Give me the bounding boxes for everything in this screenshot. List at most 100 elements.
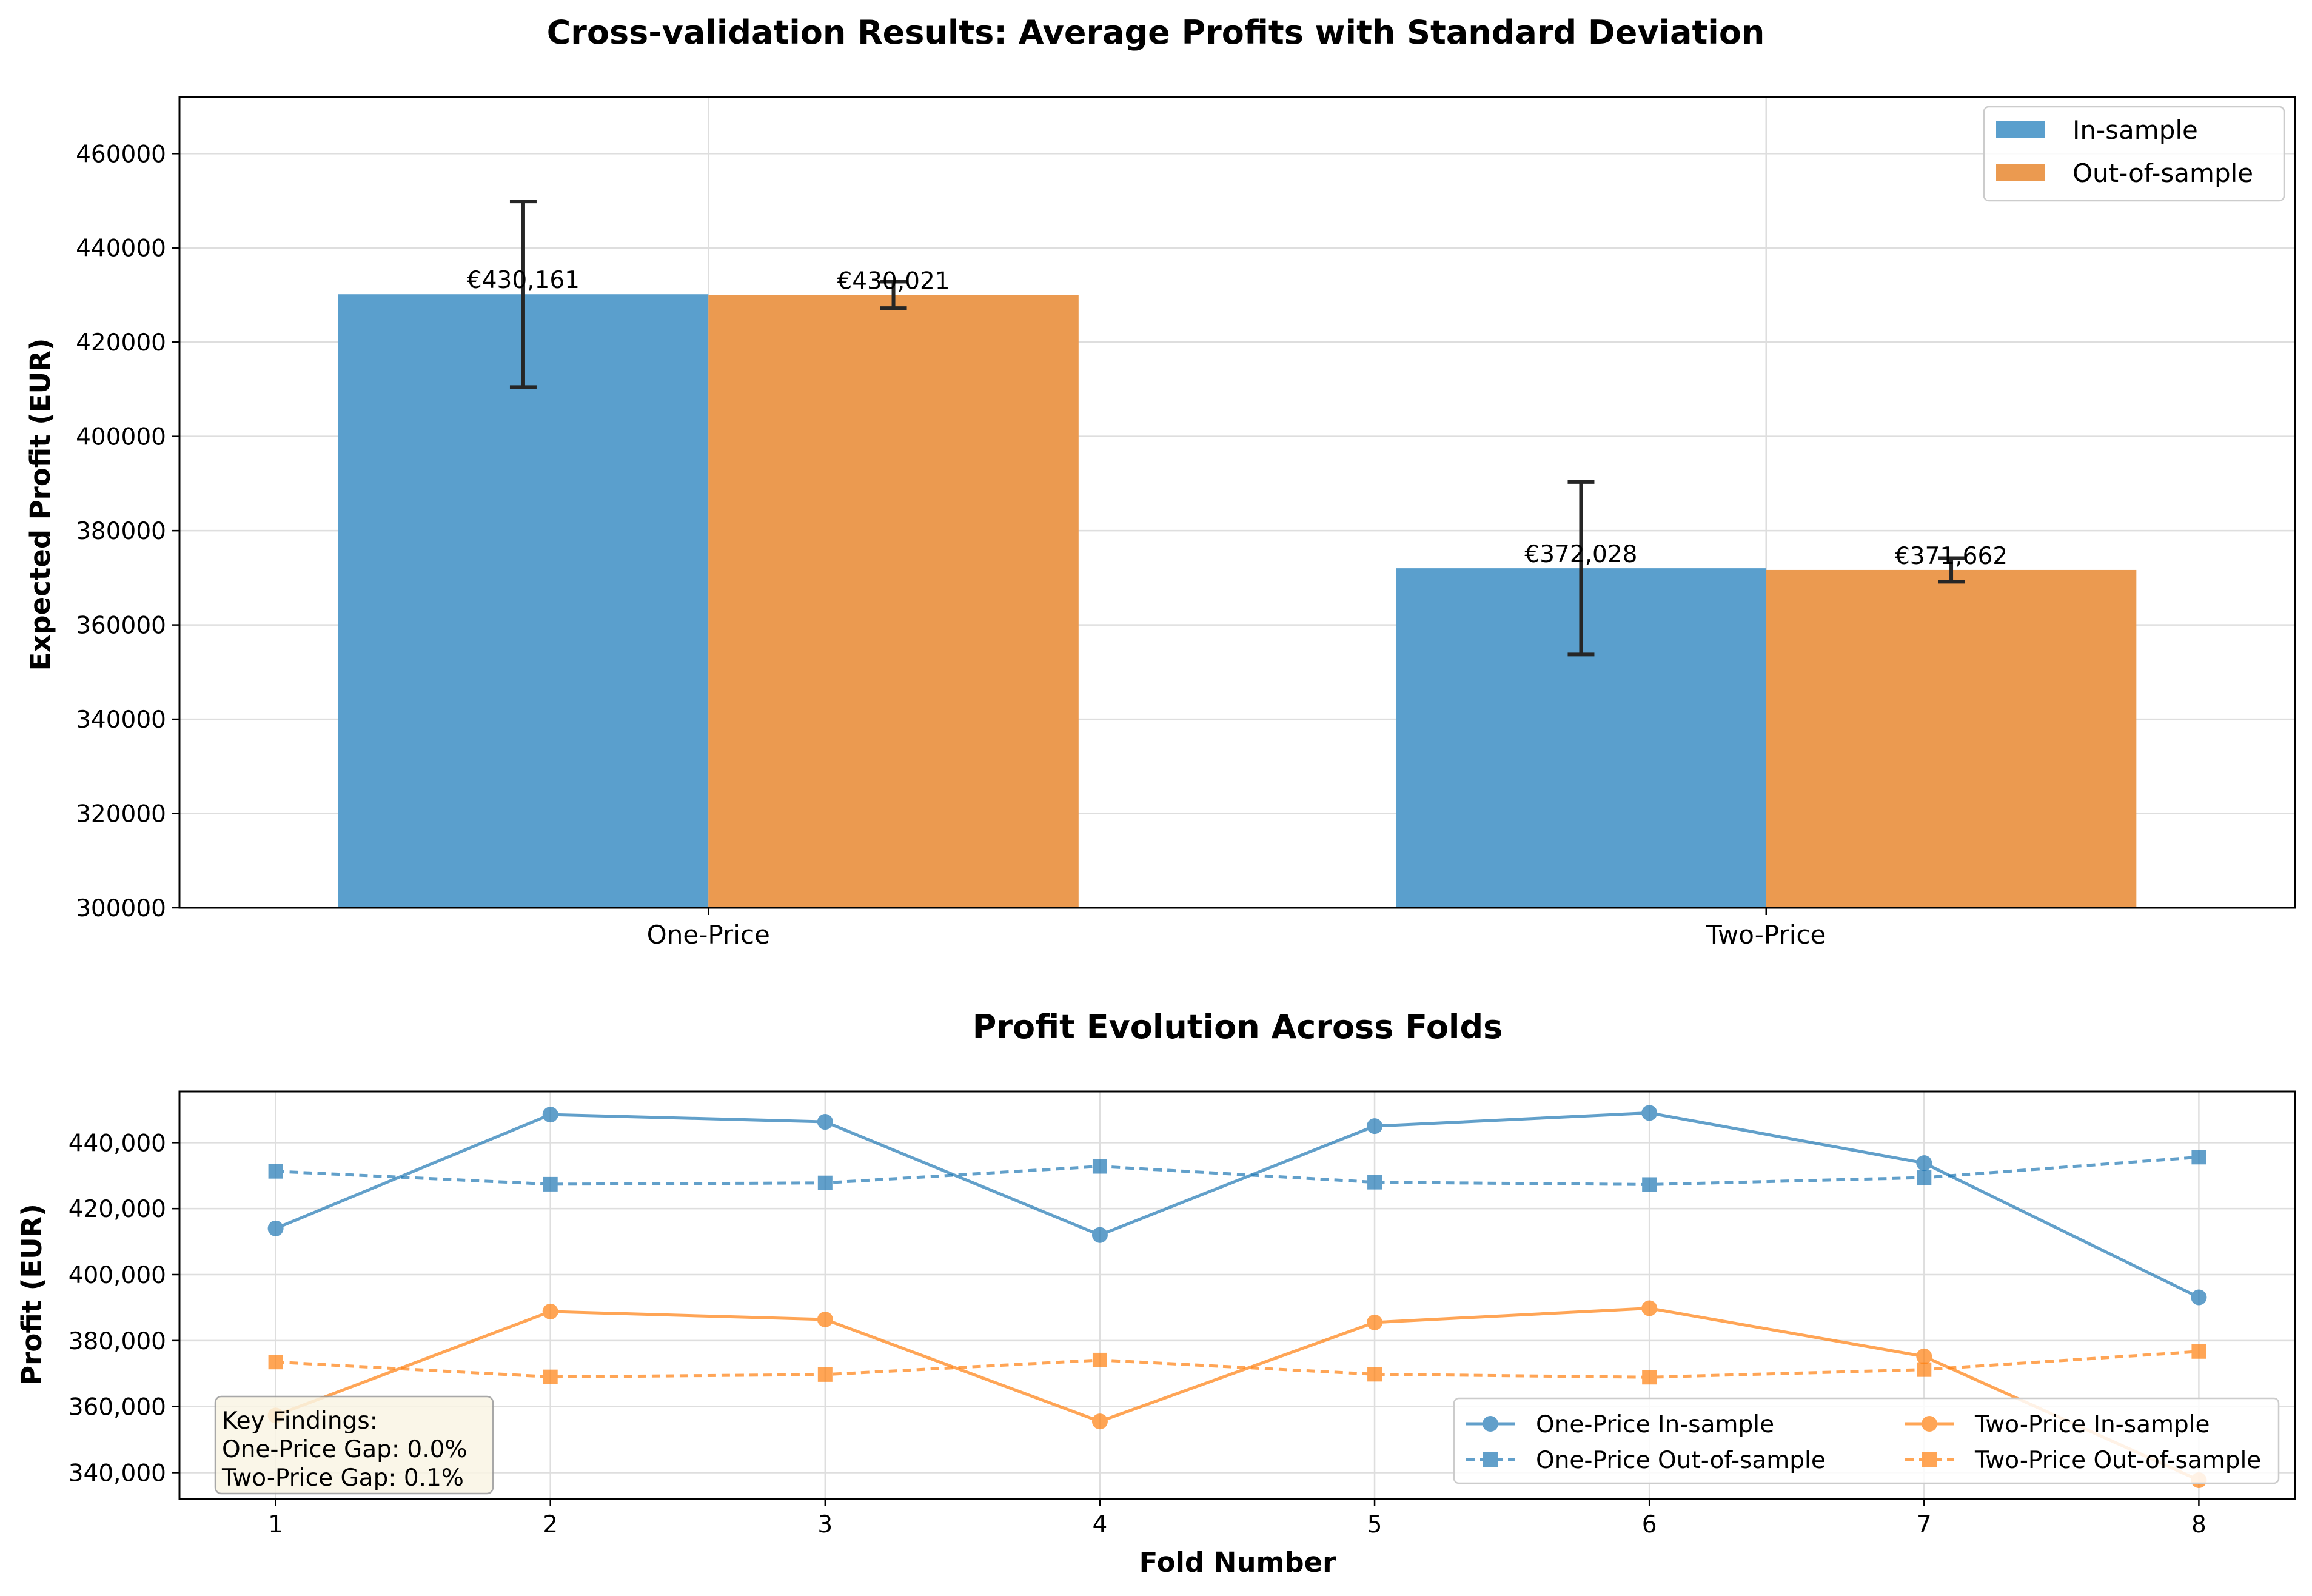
bar-chart-legend: In-sample Out-of-sample	[1983, 106, 2285, 202]
series-line-two-price-in-sample	[275, 1306, 2200, 1482]
data-point	[817, 1114, 833, 1130]
data-point	[1367, 1175, 1382, 1190]
data-point	[1367, 1367, 1382, 1382]
y-tick-label: 420,000	[69, 1196, 166, 1223]
key-findings-frame	[214, 1395, 494, 1495]
x-tick-label-one-price: One-Price	[647, 920, 770, 950]
data-point	[1092, 1352, 1107, 1367]
bar-chart-plot-frame	[178, 96, 2296, 909]
line-chart-series	[267, 1105, 2207, 1488]
data-point	[268, 1355, 283, 1370]
data-point	[2191, 1150, 2206, 1165]
data-point	[1642, 1177, 1657, 1192]
data-point	[1917, 1170, 1932, 1185]
x-tick-label: 2	[543, 1511, 558, 1538]
legend-label-one-price-in-sample: One-Price In-sample	[1536, 1411, 1774, 1438]
y-tick-label: 340,000	[69, 1460, 166, 1487]
legend-frame	[1453, 1397, 2280, 1484]
data-point	[268, 1164, 283, 1179]
legend-label-out-of-sample: Out-of-sample	[2072, 158, 2253, 188]
line-chart-x-axis-label: Fold Number	[1139, 1546, 1336, 1578]
data-point	[1916, 1348, 1932, 1364]
y-tick-label: 440000	[76, 235, 166, 263]
legend-key-two-price-in-sample	[1905, 1416, 1954, 1432]
series-line-two-price-out-of-sample	[275, 1350, 2199, 1379]
x-tick-label: 5	[1367, 1511, 1382, 1538]
bar-chart-errorbars	[509, 200, 1965, 657]
bar-chart-data-labels: €430,161 €372,028 €430,021 €371,662	[467, 267, 2008, 570]
data-point	[542, 1303, 558, 1319]
data-point	[543, 1369, 558, 1384]
legend-key-marker	[1483, 1452, 1498, 1467]
line-chart-x-axis: 1 2 3 4 5 6 7 8	[268, 1499, 2206, 1538]
y-tick-label: 420000	[76, 329, 166, 357]
data-point	[817, 1175, 833, 1190]
data-point	[2191, 1344, 2206, 1359]
legend-key-marker	[1922, 1416, 1937, 1432]
data-point	[1367, 1118, 1383, 1135]
series-two-price-out-of-sample	[268, 1344, 2206, 1385]
line-chart-legend-keys	[1466, 1416, 1954, 1467]
errorbar-out-of-sample-two-price	[1938, 556, 1965, 584]
line-chart-y-axis: 340,000 360,000 380,000 400,000 420,000 440,0…	[69, 1130, 179, 1487]
bar-out-of-sample-two-price	[1766, 569, 2137, 908]
data-label-out-of-sample-one-price: €430,021	[837, 267, 950, 295]
bar-chart-x-axis: One-Price Two-Price	[647, 908, 1826, 950]
y-tick-label: 460000	[76, 141, 166, 168]
legend-key-two-price-out-of-sample	[1905, 1452, 1954, 1467]
y-tick-label: 380,000	[69, 1328, 166, 1355]
bar-chart: €430,161€372,028€430,021€371,662 3000003…	[24, 13, 2296, 950]
legend-label-two-price-out-of-sample: Two-Price Out-of-sample	[1974, 1447, 2261, 1474]
data-point	[1642, 1370, 1657, 1385]
x-tick-label: 7	[1917, 1511, 1932, 1538]
line-chart-y-axis-label: Profit (EUR)	[16, 1204, 48, 1386]
x-tick-label-two-price: Two-Price	[1706, 920, 1826, 950]
x-tick-label: 4	[1093, 1511, 1108, 1538]
key-findings-heading: Key Findings:	[222, 1407, 378, 1435]
line-chart-legend: One-Price In-sample One-Price Out-of-sam…	[1453, 1397, 2280, 1484]
y-tick-label: 380000	[76, 518, 166, 545]
legend-label-in-sample: In-sample	[2072, 115, 2198, 145]
legend-label-two-price-in-sample: Two-Price In-sample	[1974, 1411, 2210, 1438]
data-label-in-sample-one-price: €430,161	[467, 267, 580, 294]
line-chart-plot-frame	[178, 1090, 2296, 1500]
bar-in-sample-one-price	[338, 294, 709, 908]
key-findings-two-price-gap: Two-Price Gap: 0.1%	[221, 1464, 464, 1492]
key-findings-box: Key Findings: One-Price Gap: 0.0% Two-Pr…	[214, 1395, 494, 1495]
x-tick-label: 8	[2191, 1511, 2206, 1538]
legend-key-marker	[1922, 1452, 1937, 1467]
data-point	[2191, 1289, 2207, 1306]
data-point	[817, 1311, 833, 1327]
data-label-out-of-sample-two-price: €371,662	[1895, 543, 2008, 570]
legend-key-one-price-out-of-sample	[1466, 1452, 1515, 1467]
data-point	[542, 1107, 558, 1123]
data-point	[1091, 1413, 1108, 1430]
x-tick-label: 6	[1642, 1511, 1657, 1538]
x-tick-label: 3	[817, 1511, 833, 1538]
series-line-one-price-in-sample	[275, 1111, 2200, 1299]
y-tick-label: 400000	[76, 424, 166, 451]
legend-swatch-in-sample	[1996, 121, 2045, 138]
series-one-price-in-sample	[267, 1105, 2207, 1306]
x-tick-label: 1	[268, 1511, 283, 1538]
legend-frame	[1983, 106, 2285, 202]
legend-label-one-price-out-of-sample: One-Price Out-of-sample	[1536, 1447, 1826, 1474]
series-line-one-price-out-of-sample	[275, 1155, 2199, 1186]
errorbar-in-sample-two-price	[1567, 480, 1595, 657]
bar-chart-y-axis: 300000 320000 340000 360000 380000 400000 4200…	[76, 141, 179, 922]
data-point	[817, 1367, 833, 1382]
data-point	[1916, 1155, 1932, 1172]
bar-chart-title: Cross-validation Results: Average Profit…	[547, 13, 1765, 52]
data-point	[1091, 1227, 1108, 1243]
data-point	[1641, 1300, 1658, 1316]
line-chart: 340,000 360,000 380,000 400,000 420,000 440,0…	[16, 1008, 2296, 1578]
data-point	[1917, 1362, 1932, 1377]
y-tick-label: 340000	[76, 706, 166, 734]
legend-key-one-price-in-sample	[1466, 1416, 1515, 1432]
errorbar-out-of-sample-one-price	[880, 280, 907, 310]
y-tick-label: 360,000	[69, 1394, 166, 1421]
data-point	[267, 1220, 284, 1236]
data-label-in-sample-two-price: €372,028	[1524, 541, 1637, 568]
legend-key-marker	[1483, 1416, 1498, 1432]
